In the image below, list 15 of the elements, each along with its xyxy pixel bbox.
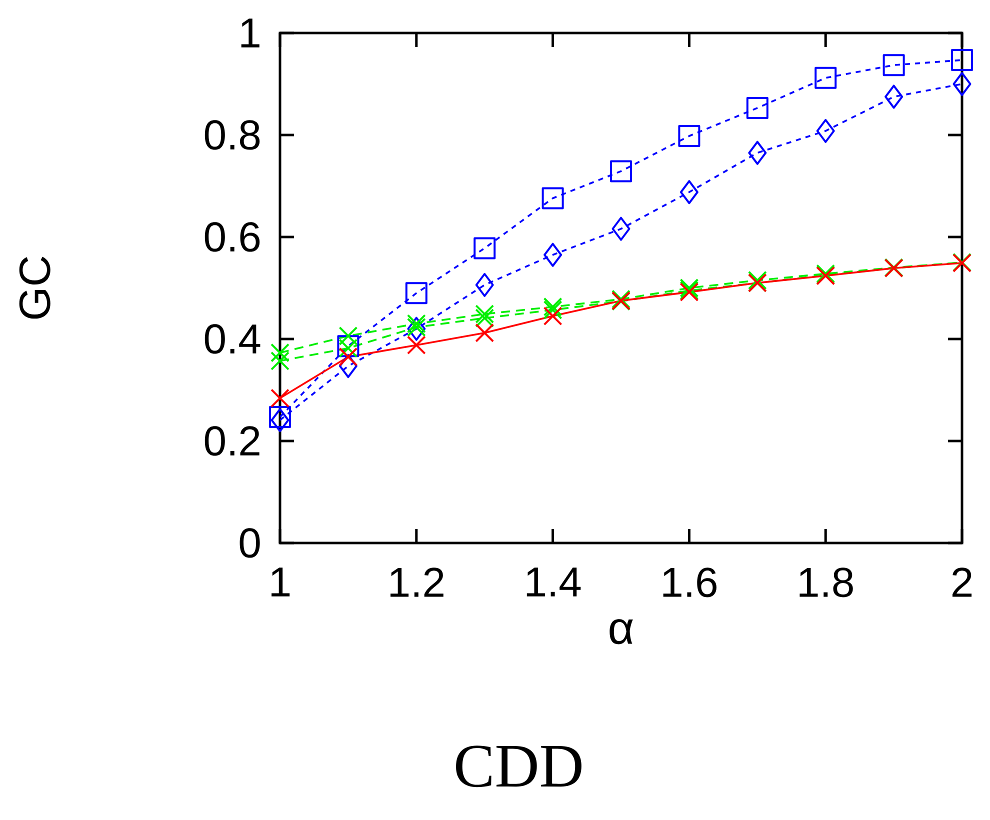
x-tick-label: 2 [952,568,972,597]
text: CDD [456,746,582,788]
y-tick-label: 1 [241,18,260,48]
x-tick-label: 1.4 [526,568,581,596]
x-tick-label: 1.8 [800,568,853,598]
y-tick-label: 0 [240,528,260,558]
x-tick-label: 1.2 [390,568,444,597]
y-tick-label: 0.2 [204,426,260,456]
y-tick-label: 0.8 [204,120,260,150]
y-tick-label: 0.4 [204,324,260,354]
x-tick-label: 1 [272,568,290,596]
x-tick-label: 1.6 [663,568,716,598]
y-tick-label: 0.6 [204,222,260,252]
y-axis-title: GC [19,256,50,319]
x-axis-title: α [610,619,633,644]
